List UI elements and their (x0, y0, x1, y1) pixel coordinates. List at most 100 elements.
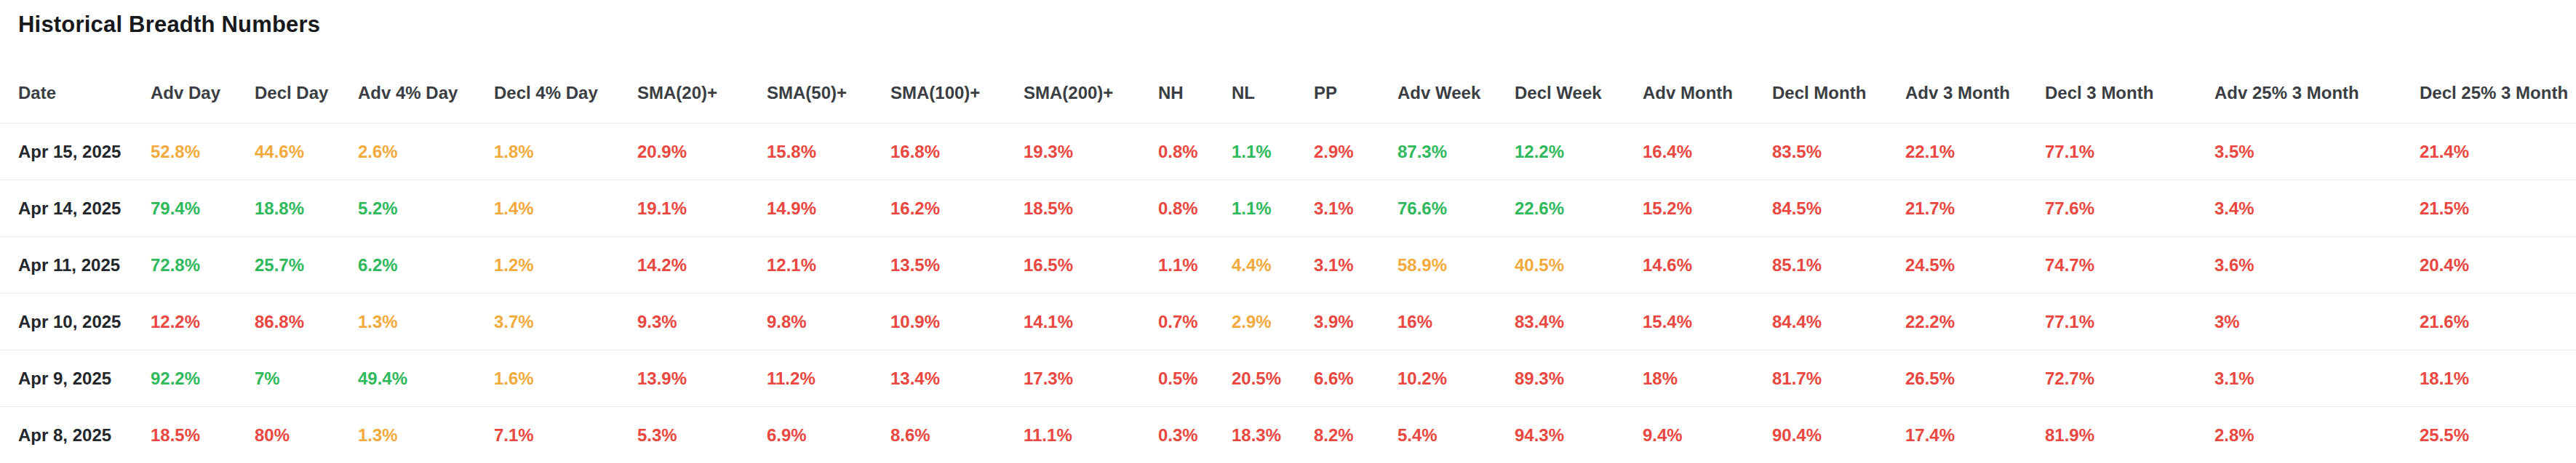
cell-adv-week: 87.3% (1397, 124, 1515, 180)
cell-decl-4-day: 7.1% (494, 407, 637, 463)
cell-decl-week: 83.4% (1515, 294, 1643, 350)
cell-adv-3-month: 17.4% (1905, 407, 2045, 463)
cell-sma-200: 17.3% (1024, 350, 1158, 407)
cell-adv-4-day: 5.2% (358, 180, 494, 237)
page-title: Historical Breadth Numbers (18, 12, 2576, 38)
cell-nh: 1.1% (1158, 237, 1232, 294)
cell-decl-month: 81.7% (1772, 350, 1905, 407)
cell-adv-25-3-month: 3.1% (2214, 350, 2420, 407)
cell-decl-25-3-month: 21.6% (2420, 294, 2576, 350)
cell-adv-3-month: 24.5% (1905, 237, 2045, 294)
cell-adv-week: 5.4% (1397, 407, 1515, 463)
column-header-decl-25-3-month: Decl 25% 3 Month (2420, 38, 2576, 124)
cell-sma-200: 11.1% (1024, 407, 1158, 463)
table-row-apr-11-2025: Apr 11, 202572.8%25.7%6.2%1.2%14.2%12.1%… (0, 237, 2576, 294)
cell-adv-week: 76.6% (1397, 180, 1515, 237)
cell-nh: 0.3% (1158, 407, 1232, 463)
column-header-pp: PP (1314, 38, 1397, 124)
column-header-decl-4-day: Decl 4% Day (494, 38, 637, 124)
cell-decl-week: 22.6% (1515, 180, 1643, 237)
cell-sma-50: 15.8% (767, 124, 890, 180)
row-date: Apr 14, 2025 (0, 180, 151, 237)
cell-decl-4-day: 1.4% (494, 180, 637, 237)
cell-adv-week: 58.9% (1397, 237, 1515, 294)
column-header-adv-25-3-month: Adv 25% 3 Month (2214, 38, 2420, 124)
cell-sma-100: 10.9% (890, 294, 1024, 350)
column-header-adv-month: Adv Month (1643, 38, 1772, 124)
column-header-nl: NL (1232, 38, 1314, 124)
cell-adv-month: 15.2% (1643, 180, 1772, 237)
cell-nl: 4.4% (1232, 237, 1314, 294)
row-date: Apr 10, 2025 (0, 294, 151, 350)
table-row-apr-14-2025: Apr 14, 202579.4%18.8%5.2%1.4%19.1%14.9%… (0, 180, 2576, 237)
cell-decl-week: 12.2% (1515, 124, 1643, 180)
cell-adv-25-3-month: 2.8% (2214, 407, 2420, 463)
cell-decl-month: 84.5% (1772, 180, 1905, 237)
cell-adv-4-day: 2.6% (358, 124, 494, 180)
cell-adv-week: 16% (1397, 294, 1515, 350)
cell-pp: 3.1% (1314, 180, 1397, 237)
column-header-adv-day: Adv Day (151, 38, 255, 124)
cell-sma-200: 18.5% (1024, 180, 1158, 237)
cell-sma-50: 14.9% (767, 180, 890, 237)
cell-adv-25-3-month: 3% (2214, 294, 2420, 350)
column-header-decl-3-month: Decl 3 Month (2045, 38, 2214, 124)
cell-decl-3-month: 77.6% (2045, 180, 2214, 237)
cell-decl-day: 18.8% (255, 180, 358, 237)
cell-sma-20: 5.3% (637, 407, 767, 463)
cell-adv-3-month: 22.1% (1905, 124, 2045, 180)
cell-decl-week: 94.3% (1515, 407, 1643, 463)
cell-sma-200: 19.3% (1024, 124, 1158, 180)
row-date: Apr 8, 2025 (0, 407, 151, 463)
cell-nh: 0.7% (1158, 294, 1232, 350)
table-header-row: DateAdv DayDecl DayAdv 4% DayDecl 4% Day… (0, 38, 2576, 124)
cell-adv-day: 79.4% (151, 180, 255, 237)
cell-decl-25-3-month: 21.5% (2420, 180, 2576, 237)
cell-pp: 8.2% (1314, 407, 1397, 463)
cell-adv-25-3-month: 3.6% (2214, 237, 2420, 294)
column-header-decl-day: Decl Day (255, 38, 358, 124)
cell-pp: 2.9% (1314, 124, 1397, 180)
cell-adv-25-3-month: 3.5% (2214, 124, 2420, 180)
cell-adv-month: 16.4% (1643, 124, 1772, 180)
cell-adv-month: 15.4% (1643, 294, 1772, 350)
cell-adv-month: 18% (1643, 350, 1772, 407)
cell-nl: 1.1% (1232, 180, 1314, 237)
cell-adv-month: 14.6% (1643, 237, 1772, 294)
column-header-date: Date (0, 38, 151, 124)
cell-decl-day: 7% (255, 350, 358, 407)
cell-adv-day: 52.8% (151, 124, 255, 180)
row-date: Apr 9, 2025 (0, 350, 151, 407)
cell-nh: 0.8% (1158, 180, 1232, 237)
cell-adv-day: 72.8% (151, 237, 255, 294)
cell-sma-50: 12.1% (767, 237, 890, 294)
cell-decl-25-3-month: 25.5% (2420, 407, 2576, 463)
cell-decl-day: 86.8% (255, 294, 358, 350)
cell-sma-50: 9.8% (767, 294, 890, 350)
row-date: Apr 15, 2025 (0, 124, 151, 180)
cell-adv-3-month: 21.7% (1905, 180, 2045, 237)
column-header-sma-200: SMA(200)+ (1024, 38, 1158, 124)
cell-decl-4-day: 1.8% (494, 124, 637, 180)
column-header-adv-week: Adv Week (1397, 38, 1515, 124)
table-row-apr-10-2025: Apr 10, 202512.2%86.8%1.3%3.7%9.3%9.8%10… (0, 294, 2576, 350)
column-header-decl-month: Decl Month (1772, 38, 1905, 124)
cell-decl-4-day: 3.7% (494, 294, 637, 350)
cell-decl-3-month: 72.7% (2045, 350, 2214, 407)
cell-nh: 0.8% (1158, 124, 1232, 180)
cell-adv-day: 12.2% (151, 294, 255, 350)
cell-sma-100: 16.2% (890, 180, 1024, 237)
cell-nl: 1.1% (1232, 124, 1314, 180)
cell-decl-day: 44.6% (255, 124, 358, 180)
cell-adv-week: 10.2% (1397, 350, 1515, 407)
cell-adv-4-day: 1.3% (358, 294, 494, 350)
cell-pp: 6.6% (1314, 350, 1397, 407)
column-header-sma-100: SMA(100)+ (890, 38, 1024, 124)
cell-decl-3-month: 77.1% (2045, 294, 2214, 350)
cell-pp: 3.9% (1314, 294, 1397, 350)
cell-sma-20: 9.3% (637, 294, 767, 350)
row-date: Apr 11, 2025 (0, 237, 151, 294)
cell-sma-50: 6.9% (767, 407, 890, 463)
cell-decl-25-3-month: 20.4% (2420, 237, 2576, 294)
cell-decl-month: 90.4% (1772, 407, 1905, 463)
